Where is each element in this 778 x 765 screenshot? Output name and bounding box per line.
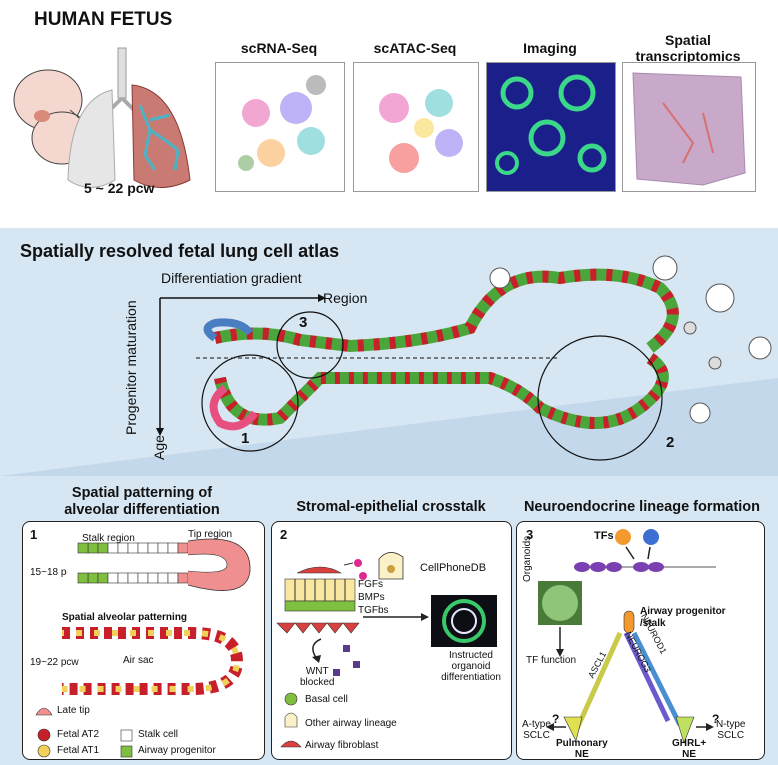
tf-function-label: TF function — [526, 655, 577, 666]
legend-stalk-cell: Stalk cell — [138, 729, 179, 740]
wnt-blocked-label: WNT blocked — [300, 666, 335, 688]
n-type-sclc-label: N-type SCLC — [716, 719, 746, 741]
stalk-region-label: Stalk region — [82, 533, 135, 544]
alveolar-patterning-diagram — [35, 538, 251, 758]
atlas-title: Spatially resolved fetal lung cell atlas — [20, 241, 340, 261]
section2-title: Stromal-epithelial crosstalk — [296, 499, 486, 515]
age-range: 5 ~ 22 pcw — [84, 180, 155, 196]
imaging-micrograph — [486, 62, 616, 192]
legend-other-airway: Other airway lineage — [305, 718, 397, 729]
tgfbs-label: TGFbs — [358, 605, 389, 616]
scrna-umap-image — [215, 62, 345, 192]
region-circle-1 — [201, 354, 299, 452]
section1-num: 1 — [30, 527, 38, 542]
neuroendocrine-diagram — [538, 529, 716, 744]
pulmonary-ne-label: Pulmonary NE — [556, 738, 608, 760]
section1-title: Spatial patterning of alveolar different… — [64, 485, 220, 518]
spatial-alveolar-label: Spatial alveolar patterning — [62, 612, 188, 623]
pcw-a-label: 15~18 pcw — [30, 567, 79, 578]
fetus-lung-illustration — [13, 47, 191, 188]
panel-label-imaging: Imaging — [523, 40, 577, 56]
spatial-transcriptomics-image — [622, 62, 756, 192]
tip-region-label: Tip region — [188, 529, 233, 540]
a-type-sclc-label: A-type SCLC — [522, 719, 551, 741]
legend-airway-fibroblast: Airway fibroblast — [305, 740, 379, 751]
question-mark-n: ? — [712, 712, 720, 726]
legend-late-tip: Late tip — [57, 705, 90, 716]
ghrl-ne-label: GHRL+ NE — [672, 738, 707, 760]
fgfs-label: FGFs — [358, 579, 383, 590]
crosstalk-diagram — [276, 552, 497, 748]
scatac-umap-image — [353, 62, 479, 192]
legend-basal-cell: Basal cell — [305, 694, 348, 705]
legend-airway-progenitor: Airway progenitor — [138, 745, 216, 756]
air-sac-label: Air sac — [123, 655, 154, 666]
panel-label-spatial: Spatial transcriptomics — [635, 32, 741, 64]
section3-title: Neuroendocrine lineage formation — [523, 499, 761, 515]
panel-label-scatac: scATAC-Seq — [373, 40, 457, 56]
section2-num: 2 — [280, 527, 288, 542]
circle-label-2: 2 — [666, 434, 675, 451]
section3-num: 3 — [526, 527, 534, 542]
legend-fetal-at2: Fetal AT2 — [57, 729, 100, 740]
legend-fetal-at1: Fetal AT1 — [57, 745, 100, 756]
tfs-label: TFs — [594, 530, 614, 542]
pcw-b-label: 19~22 pcw — [30, 657, 79, 668]
region-circle-2 — [537, 335, 663, 461]
region-circle-3 — [276, 311, 344, 379]
circle-label-1: 1 — [241, 430, 250, 447]
circle-label-3: 3 — [299, 314, 308, 331]
lung-tube-diagram — [156, 255, 772, 461]
organoids-label: Organoids — [522, 535, 533, 582]
left-lung-icon — [67, 89, 116, 188]
airway-progenitor-label: Airway progenitor /stalk — [640, 606, 726, 629]
bmps-label: BMPs — [358, 592, 385, 603]
panel-label-scrna: scRNA-Seq — [240, 40, 318, 56]
diff-gradient-label: Differentiation gradient — [161, 270, 302, 286]
header-title: HUMAN FETUS — [34, 9, 173, 30]
atlas-band-wedge — [0, 378, 778, 476]
region-label: Region — [323, 290, 368, 306]
question-mark-a: ? — [552, 712, 560, 726]
cellphonedb-label: CellPhoneDB — [420, 562, 487, 574]
organoid-label: Instructed organoid differentiation — [441, 650, 501, 683]
